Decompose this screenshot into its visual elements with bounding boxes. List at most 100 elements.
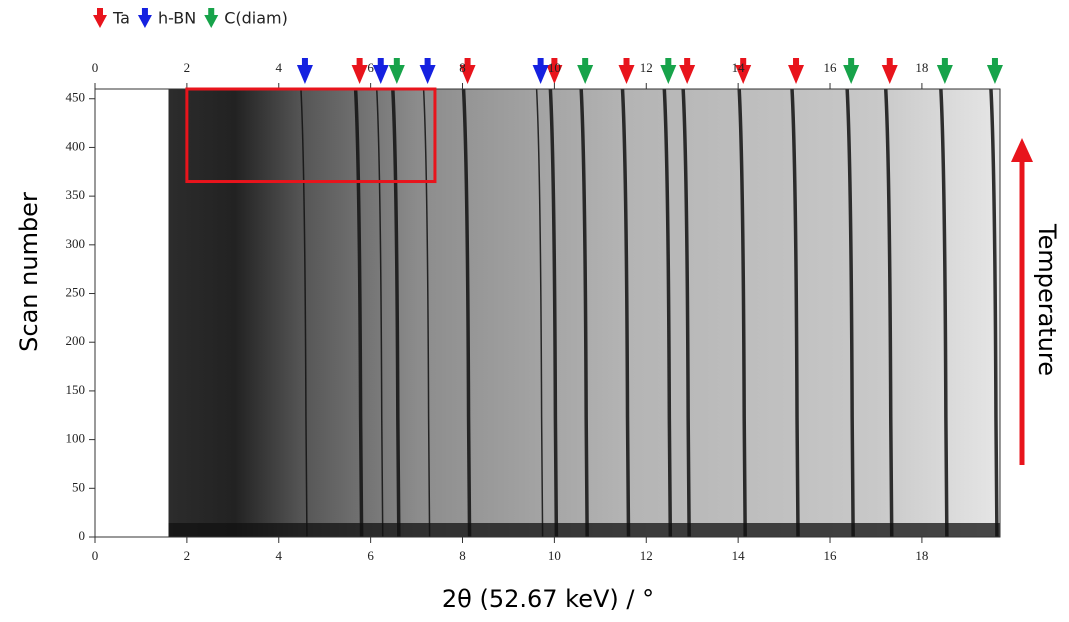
plot-area (168, 88, 1000, 538)
peak-arrow-shaft (537, 58, 544, 66)
peak-arrow (735, 65, 752, 84)
x-tick-label: 2 (184, 548, 191, 563)
peak-arrow (388, 65, 405, 84)
x-tick-label-top: 4 (276, 60, 283, 75)
peak-arrow-shaft (886, 58, 893, 66)
legend-shaft (208, 8, 215, 15)
peak-arrow-shaft (740, 58, 747, 66)
peak-arrow-shaft (464, 58, 471, 66)
y-tick-label: 150 (66, 382, 86, 397)
x-tick-label-top: 8 (459, 60, 466, 75)
x-tick-label-top: 0 (92, 60, 99, 75)
peak-line (737, 88, 747, 538)
y-tick-label: 300 (66, 236, 86, 251)
y-tick-label: 0 (79, 528, 86, 543)
legend-arrow (137, 15, 152, 28)
peak-arrow (577, 65, 594, 84)
peak-arrow (546, 65, 563, 84)
peak-line (989, 88, 999, 538)
peak-arrow (459, 65, 476, 84)
peak-arrow (986, 65, 1003, 84)
x-tick-label: 6 (367, 548, 374, 563)
y-tick-label: 100 (66, 431, 86, 446)
annotation: Temperature (1033, 223, 1061, 376)
x-tick-label-top: 14 (732, 60, 746, 75)
peak-arrow (419, 65, 436, 84)
peak-line (579, 88, 589, 538)
peak-arrow-shaft (551, 58, 558, 66)
legend-label: Ta (112, 9, 130, 28)
x-tick-label: 4 (276, 548, 283, 563)
x-tick-label-top: 12 (640, 60, 653, 75)
legend-arrow (93, 15, 107, 28)
y-tick-label: 450 (66, 90, 86, 105)
x-tick-label-top: 2 (184, 60, 191, 75)
x-tick-label: 12 (640, 548, 653, 563)
peak-line (548, 88, 559, 538)
plot-frame (94, 88, 1001, 538)
x-tick-label: 14 (732, 548, 746, 563)
peak-arrow (936, 65, 953, 84)
peak-arrow-shaft (848, 58, 855, 66)
peak-arrow (372, 65, 389, 84)
legend-shaft (141, 8, 148, 15)
peak-arrow (532, 65, 549, 84)
x-tick-label-top: 18 (915, 60, 928, 75)
peak-arrow-shaft (356, 58, 363, 66)
y-tick-label: 200 (66, 333, 86, 348)
x-tick-label-top: 10 (548, 60, 561, 75)
x-tick-label: 0 (92, 548, 99, 563)
x-tick-label: 18 (915, 548, 928, 563)
peak-arrow-shaft (582, 58, 589, 66)
peak-arrow-shaft (665, 58, 672, 66)
legend-shaft (97, 8, 103, 15)
peak-arrow-shaft (991, 58, 998, 66)
peak-line (939, 88, 949, 538)
x-tick-label-top: 6 (367, 60, 374, 75)
peak-arrow-shaft (377, 58, 384, 66)
peak-arrow (843, 65, 860, 84)
x-tick-label: 10 (548, 548, 561, 563)
peak-line (535, 88, 544, 538)
temperature-arrow-head (1011, 138, 1033, 162)
peak-arrow-shaft (424, 58, 431, 66)
legend-arrow (204, 15, 219, 28)
peak-arrow (351, 65, 368, 84)
peak-line (845, 88, 855, 538)
y-tick-label: 400 (66, 138, 86, 153)
peak-arrow-shaft (684, 58, 691, 66)
peak-line (422, 88, 431, 538)
y-tick-label: 350 (66, 187, 86, 202)
x-tick-label-top: 16 (824, 60, 838, 75)
x-tick-label: 16 (824, 548, 838, 563)
heatmap-bottom-band (168, 523, 1000, 537)
peak-arrow-shaft (393, 58, 400, 66)
x-axis-label: 2θ (52.67 keV) / ° (442, 585, 654, 613)
peak-arrow (881, 65, 898, 84)
peak-line (883, 88, 894, 538)
peak-arrow (296, 65, 313, 84)
peak-line (662, 88, 673, 538)
x-tick-label: 8 (459, 548, 466, 563)
highlight-box (185, 87, 437, 184)
peak-arrow (660, 65, 677, 84)
peak-arrow-shaft (793, 58, 800, 66)
y-axis-label: Scan number (15, 192, 43, 352)
y-tick-label: 250 (66, 285, 86, 300)
y-tick-label: 50 (72, 479, 85, 494)
peak-line (300, 88, 308, 538)
peak-line (353, 88, 364, 538)
peak-line (461, 88, 472, 538)
peak-arrow (788, 65, 805, 84)
peak-arrow-shaft (941, 58, 948, 66)
peak-arrow-shaft (301, 58, 308, 66)
peak-line (375, 88, 384, 538)
peak-line (391, 88, 401, 538)
peak-line (681, 88, 691, 538)
legend-label: C(diam) (224, 9, 288, 28)
peak-arrow-shaft (623, 58, 630, 66)
legend-label: h-BN (158, 9, 196, 28)
peak-arrow (618, 65, 635, 84)
